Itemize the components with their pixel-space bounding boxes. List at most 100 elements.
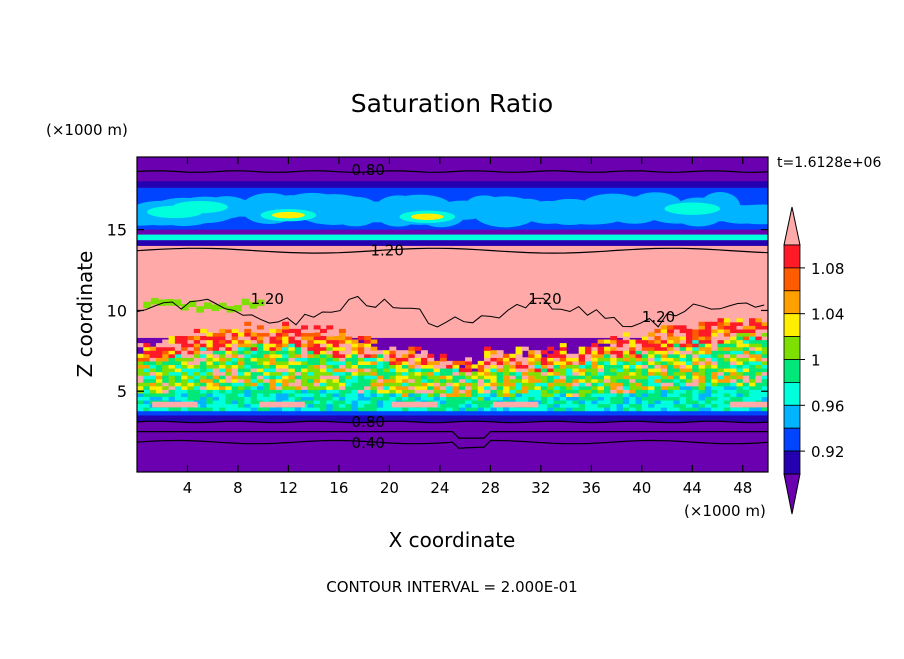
field-cell [629,389,637,394]
field-cell [761,321,768,326]
field-cell [711,360,719,366]
field-cell [610,375,618,380]
field-cell [181,339,189,344]
field-cell [679,407,687,412]
field-cell [256,299,265,307]
field-cell [439,353,447,358]
field-cell [212,343,220,348]
field-cell [376,350,384,355]
field-cell [742,335,750,341]
field-cell [692,353,700,358]
field-cell [269,350,277,355]
field-cell [509,375,517,380]
field-cell [591,378,599,383]
field-cell [212,375,220,380]
field-cell [742,318,750,323]
field-cell [357,399,365,405]
field-cell [673,392,681,397]
field-cell [149,382,157,387]
field-cell [244,399,252,405]
field-cell [654,343,662,348]
field-cell [395,382,403,387]
field-cell [143,385,151,390]
field-cell [345,407,353,412]
field-cell [427,367,435,373]
field-cell [484,346,491,351]
field-cell [351,389,359,394]
field-cell [370,399,378,405]
colorbar-bin [783,427,801,452]
field-cell [717,325,725,330]
field-cell [484,357,491,362]
field-cell [673,399,681,405]
field-cell [206,399,214,405]
field-cell [319,360,327,366]
field-cell [704,367,712,373]
field-cell [433,371,441,376]
field-cell [364,392,372,397]
field-cell [458,396,466,401]
field-cell [547,392,555,397]
field-cell [648,399,656,405]
field-cell [648,407,656,412]
field-cell [685,346,693,351]
field-cell [660,339,668,344]
field-cell [313,364,321,369]
field-cell [717,385,725,390]
field-cell [200,367,208,373]
field-cell [402,407,409,412]
field-cell [256,382,264,387]
field-cell [351,346,359,351]
field-cell [332,364,340,369]
field-cell [427,360,435,366]
field-cell [616,339,624,344]
field-cell [313,325,321,330]
field-cell [547,364,555,369]
x-tick-label: 44 [683,479,702,497]
field-cell [187,367,195,373]
field-cell [585,378,592,383]
field-cell [288,371,296,376]
field-cell [490,385,498,390]
field-cell [187,389,195,394]
field-cell [395,407,403,412]
field-cell [629,399,637,405]
field-cell [237,350,245,355]
field-cell [364,357,372,362]
field-cell [603,364,611,369]
field-cell [616,399,624,405]
field-cell [528,357,536,362]
field-cell [610,360,618,366]
field-cell [338,346,346,351]
field-cell [698,385,706,390]
field-cell [704,321,712,326]
field-cell [275,407,283,412]
field-cell [345,399,353,405]
field-cell [155,382,163,387]
field-cell [616,385,624,390]
field-cell [603,371,611,376]
field-cell [585,385,592,390]
field-cell [414,378,422,383]
field-cell [408,382,416,387]
field-cell [282,389,290,394]
field-cell [313,360,321,366]
field-cell [313,343,321,348]
field-cell [326,396,334,401]
field-cell [225,396,233,401]
field-cell [452,371,460,376]
field-cell [155,343,163,348]
field-cell [307,367,315,373]
field-cell [168,382,176,387]
field-cell [692,378,700,383]
field-cell [660,360,668,366]
field-cell [269,332,277,337]
field-cell [282,325,290,330]
field-cell [269,353,277,358]
field-cell [730,385,738,390]
field-cell [389,389,397,394]
field-cell [730,332,738,337]
field-cell [692,396,700,401]
field-cell [711,353,719,358]
field-cell [654,328,662,334]
